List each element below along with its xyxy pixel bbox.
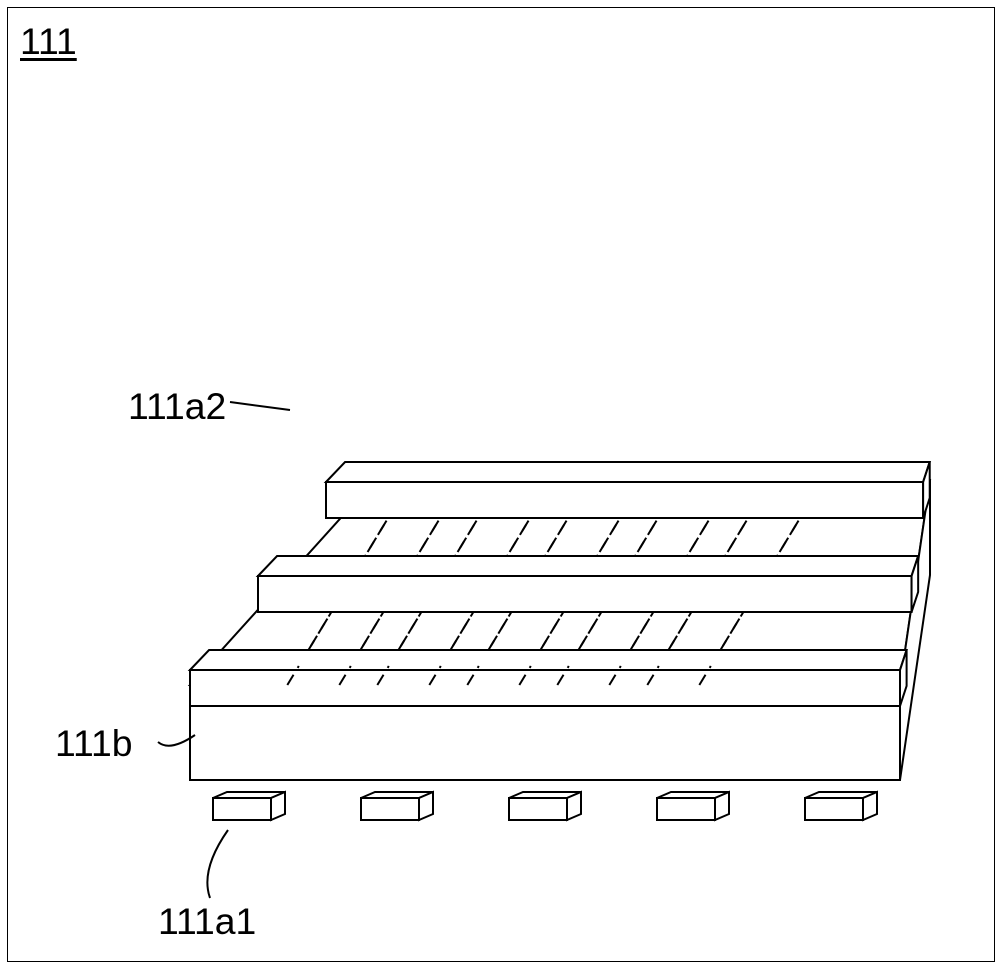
diagram-svg — [0, 0, 1000, 967]
